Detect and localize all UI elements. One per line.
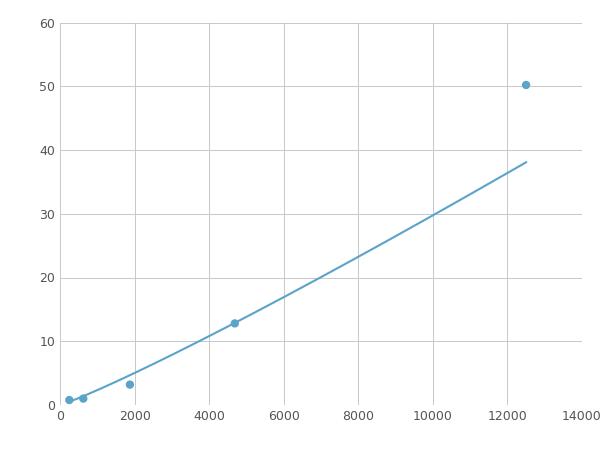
Point <box>125 381 135 388</box>
Point <box>79 395 88 402</box>
Point <box>521 81 531 89</box>
Point <box>230 320 239 327</box>
Point <box>65 396 74 404</box>
